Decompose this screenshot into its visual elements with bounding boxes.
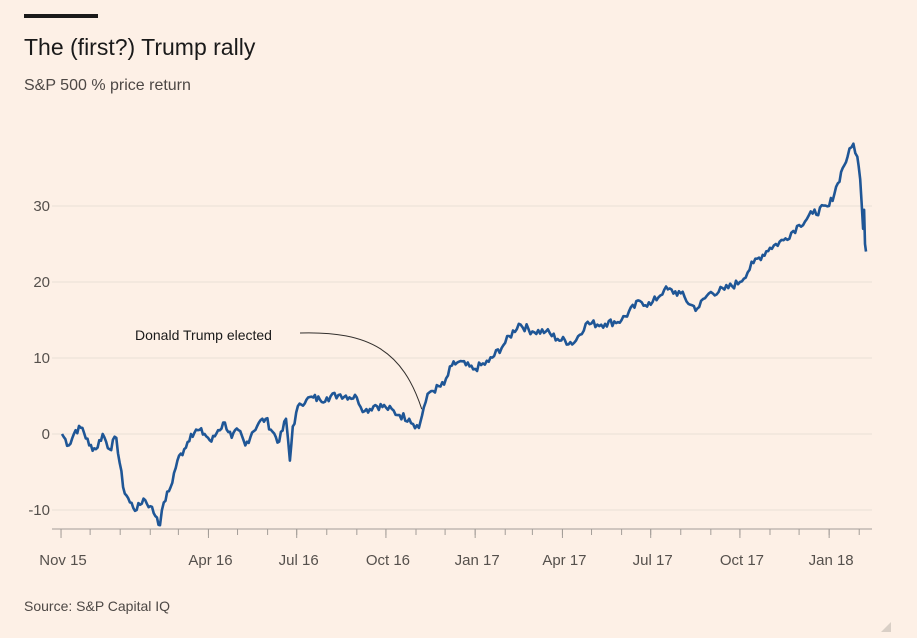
y-tick-label: 0 <box>42 426 50 443</box>
chart-title: The (first?) Trump rally <box>24 34 256 60</box>
annotation-connector <box>299 332 423 410</box>
x-tick-label: Jan 18 <box>809 552 854 569</box>
x-tick-label: Nov 15 <box>39 552 87 569</box>
x-tick-label: Jan 17 <box>455 552 500 569</box>
x-tick-label: Jul 16 <box>279 552 319 569</box>
y-tick-label: -10 <box>28 502 50 519</box>
chart-subtitle: S&P 500 % price return <box>24 77 191 94</box>
x-tick-label: Oct 16 <box>366 552 410 569</box>
source-note: Source: S&P Capital IQ <box>24 598 171 614</box>
y-tick-label: 30 <box>33 198 50 215</box>
x-tick-label: Apr 17 <box>542 552 586 569</box>
series-line <box>60 142 868 527</box>
x-tick-label: Apr 16 <box>188 552 232 569</box>
header-rule <box>24 14 98 18</box>
x-tick-label: Jul 17 <box>633 552 673 569</box>
annotation-label: Donald Trump elected <box>135 327 272 343</box>
y-tick-label: 20 <box>33 274 50 291</box>
resize-grip-icon <box>881 622 891 632</box>
y-tick-label: 10 <box>33 350 50 367</box>
x-tick-label: Oct 17 <box>720 552 764 569</box>
